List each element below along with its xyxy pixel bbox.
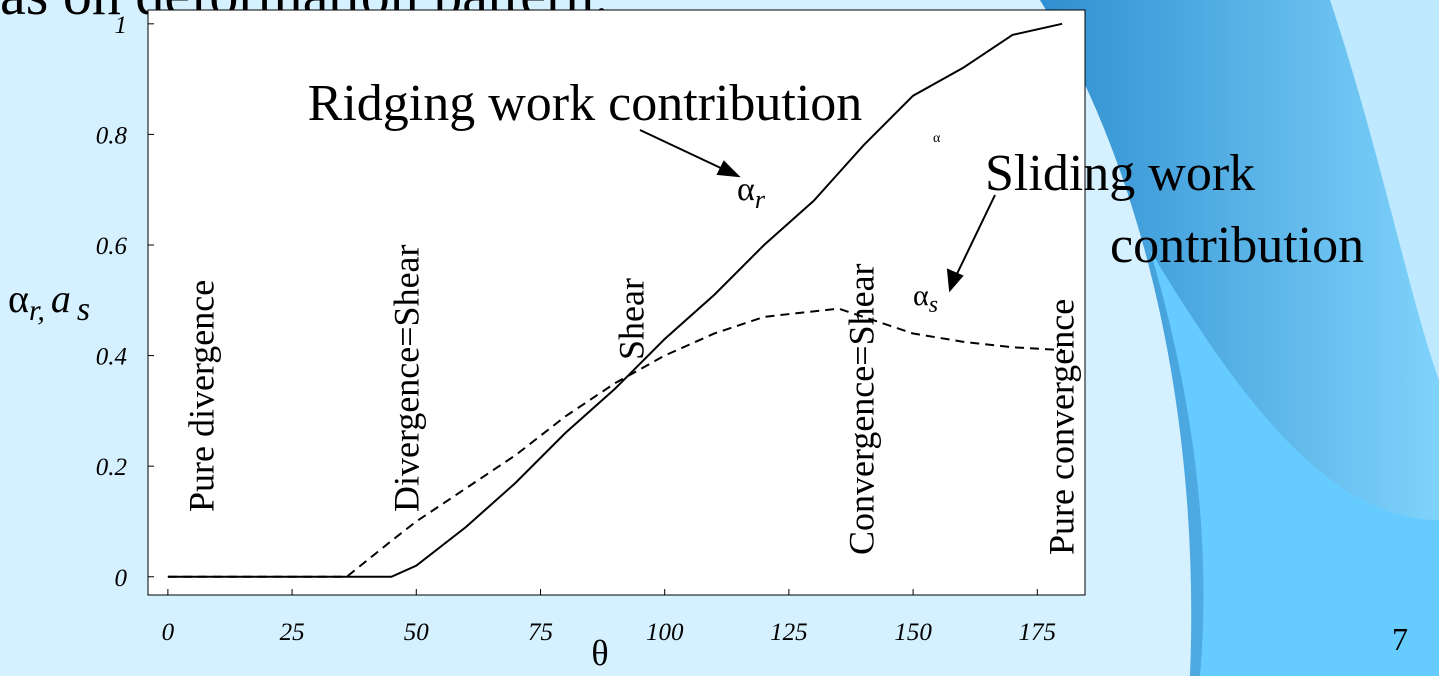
x-tick-label: 125 bbox=[770, 619, 808, 646]
y-axis-label: αr, a s bbox=[8, 276, 90, 328]
x-tick-label: 75 bbox=[528, 619, 553, 646]
arrow-head bbox=[946, 268, 964, 293]
sliding-callout: contribution bbox=[1110, 217, 1364, 274]
swoosh-cyan bbox=[1150, 250, 1439, 676]
y-tick-label: 0.8 bbox=[96, 122, 128, 149]
alpha-r-label: αr bbox=[737, 171, 766, 214]
data-line bbox=[167, 22, 1063, 578]
sliding-callout: Sliding work bbox=[985, 145, 1255, 202]
region-label: Pure divergence bbox=[181, 280, 221, 512]
arrow-head bbox=[716, 160, 741, 178]
y-tick-label: 0.6 bbox=[96, 233, 128, 260]
x-tick-label: 50 bbox=[404, 619, 430, 646]
page-number: 7 bbox=[1392, 621, 1408, 657]
y-tick-label: 0 bbox=[115, 565, 128, 592]
arrow bbox=[639, 129, 726, 171]
x-tick-label: 0 bbox=[162, 619, 175, 646]
x-axis-label: θ bbox=[591, 633, 608, 673]
swoosh-light bbox=[1330, 0, 1439, 380]
alpha-s-label: αs bbox=[913, 279, 938, 318]
y-tick-label: 1 bbox=[115, 12, 128, 39]
arrows bbox=[639, 129, 996, 293]
ridging-callout: Ridging work contribution bbox=[308, 75, 863, 132]
arrow bbox=[954, 194, 996, 279]
y-tick-label: 0.2 bbox=[96, 454, 127, 481]
x-tick-label: 175 bbox=[1019, 619, 1057, 646]
plot: 0 0.2 0.4 0.6 0.8 1 0 25 50 75 100 125 150 175 Pure di… bbox=[96, 12, 1082, 646]
x-tick-label: 100 bbox=[646, 619, 684, 646]
region-label: Pure convergence bbox=[1041, 299, 1081, 555]
region-label: Shear bbox=[611, 278, 651, 360]
x-tick-label: 150 bbox=[894, 619, 932, 646]
small-alpha: α bbox=[933, 131, 941, 146]
x-tick-label: 25 bbox=[280, 619, 305, 646]
region-label: Divergence=Shear bbox=[386, 244, 426, 512]
plot-area bbox=[147, 9, 1086, 596]
data-line bbox=[167, 307, 1063, 578]
y-tick-label: 0.4 bbox=[96, 344, 127, 371]
region-label: Convergence=Shear bbox=[841, 263, 881, 555]
